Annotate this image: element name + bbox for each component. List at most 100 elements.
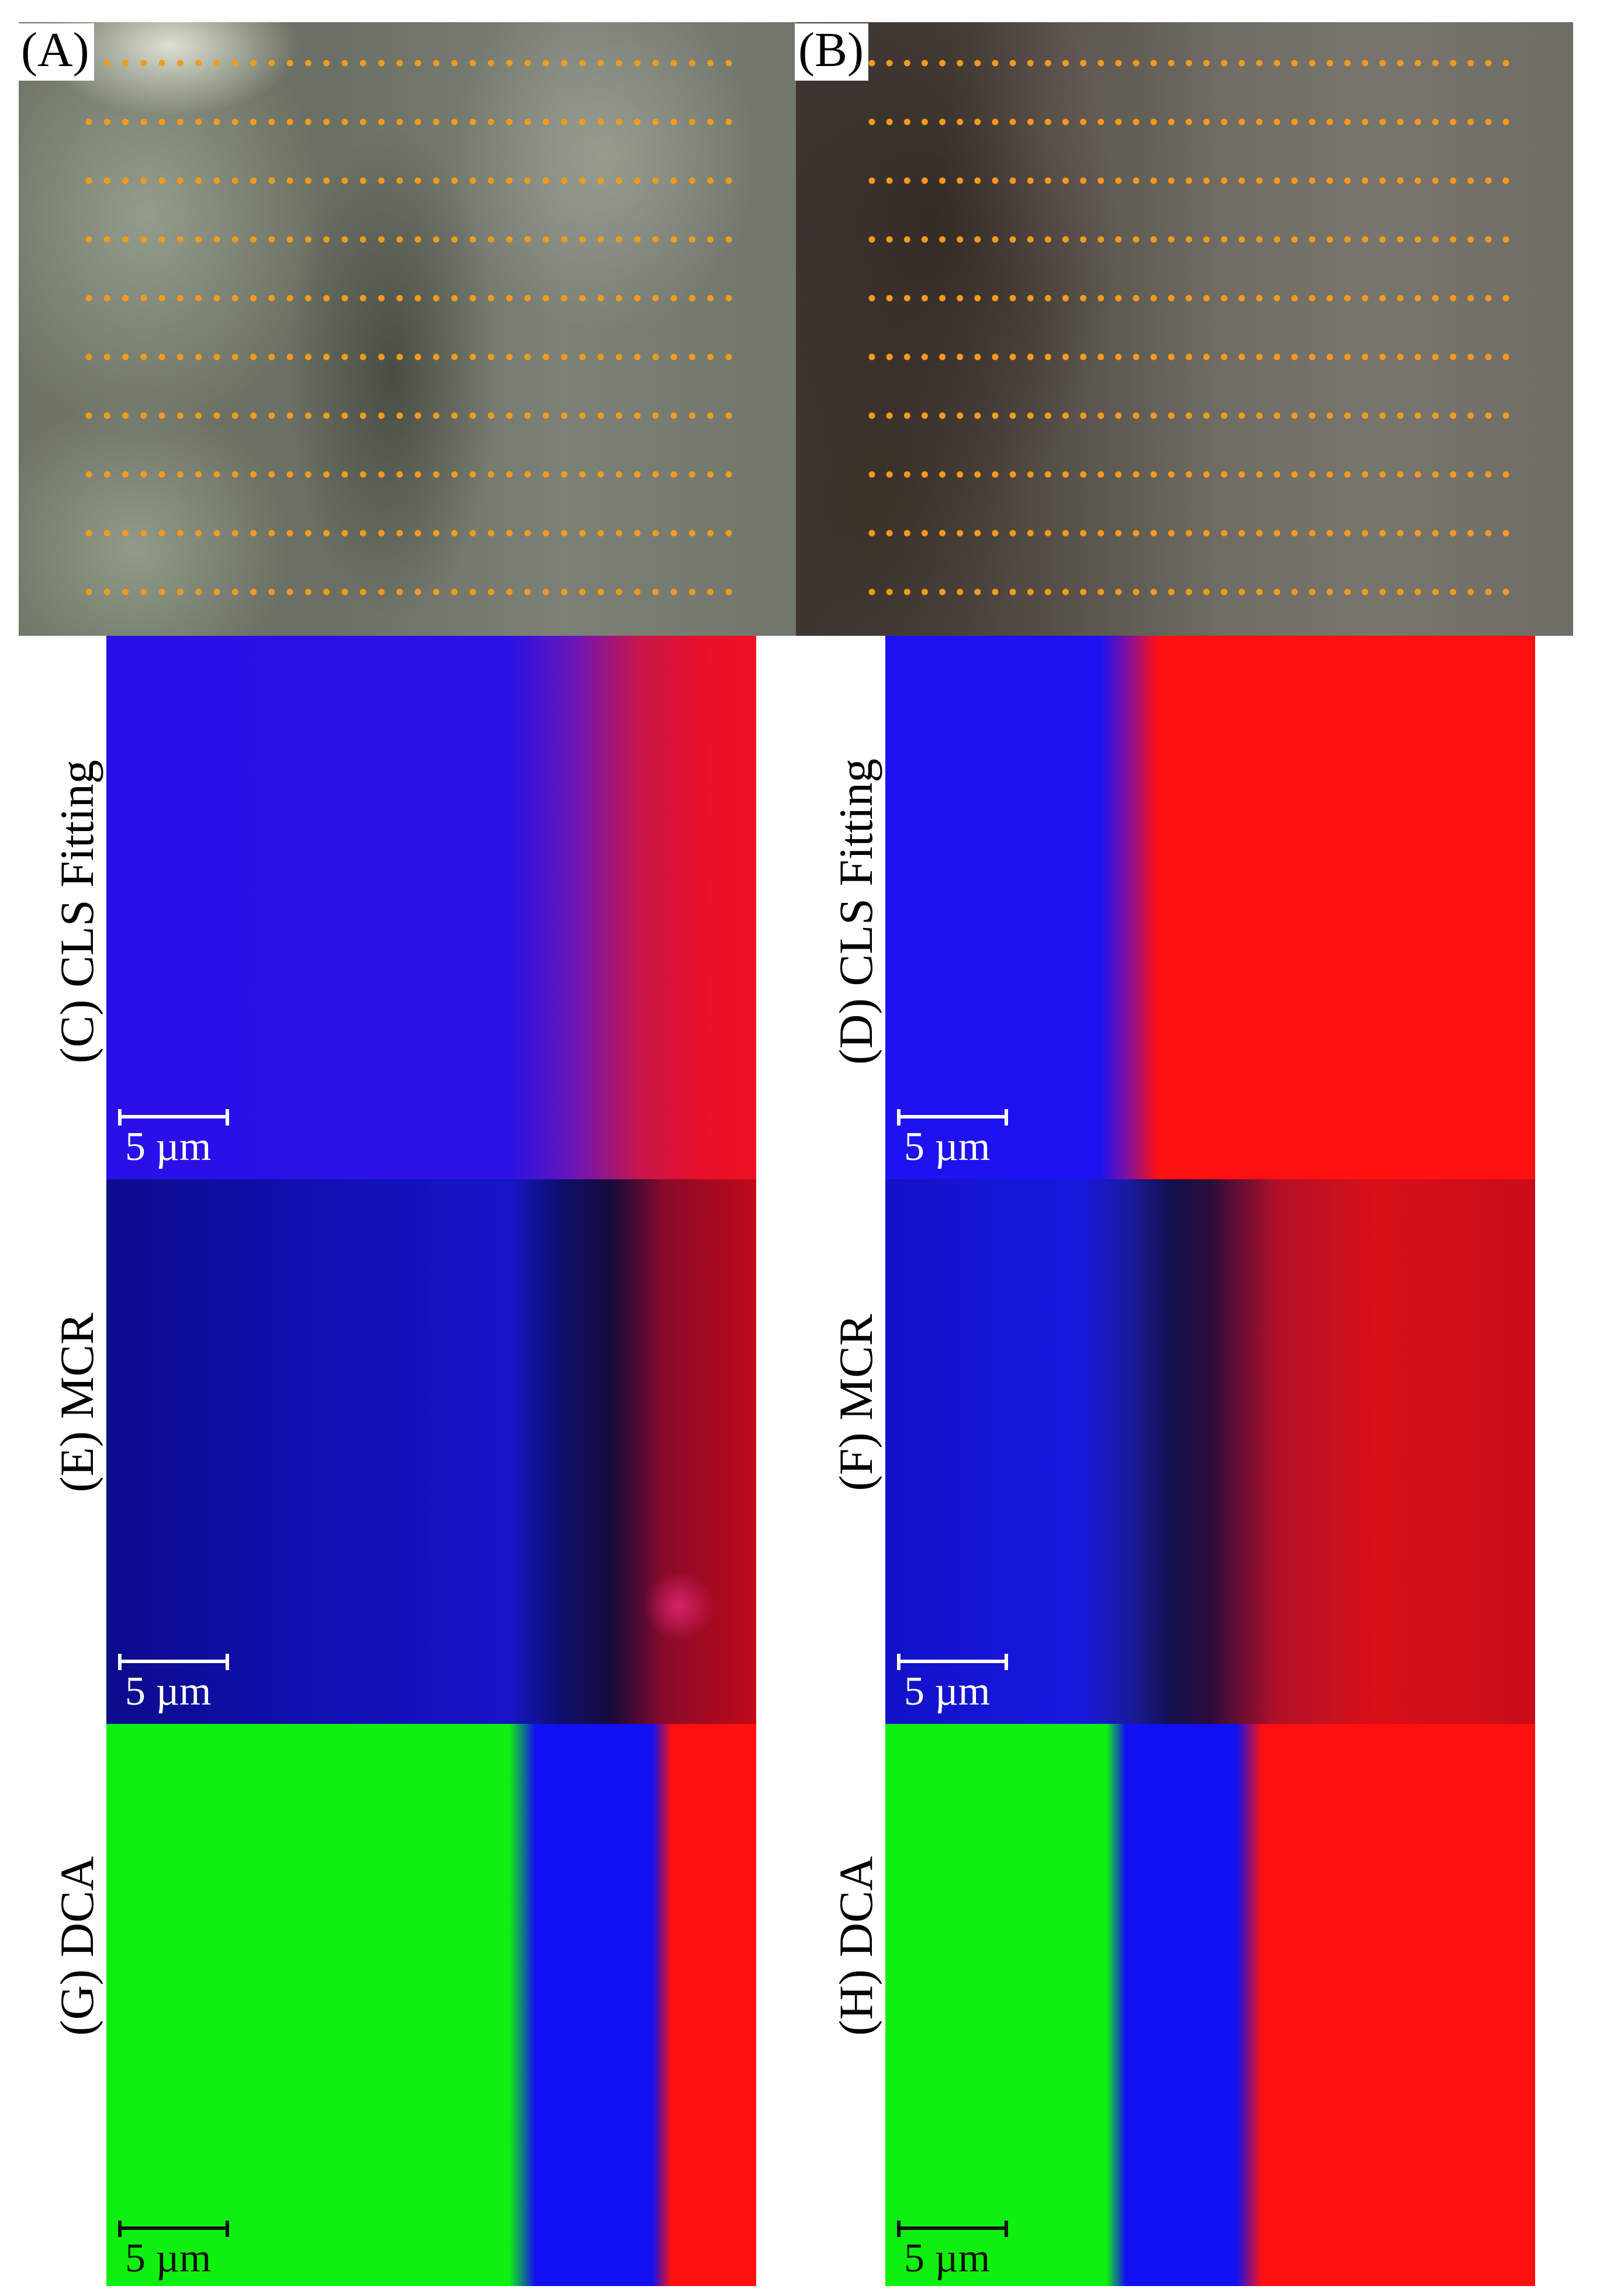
sampling-point — [579, 529, 586, 536]
sampling-point — [1221, 295, 1228, 302]
sampling-point — [1027, 529, 1034, 536]
sampling-point — [1502, 119, 1509, 126]
sampling-point — [1221, 119, 1228, 126]
sampling-point — [542, 471, 549, 478]
sampling-point — [1344, 412, 1351, 419]
sampling-point — [140, 529, 147, 536]
sampling-point — [1080, 529, 1087, 536]
sampling-point — [1327, 60, 1334, 67]
sampling-point — [1238, 588, 1245, 595]
sampling-point — [1150, 236, 1157, 243]
sampling-point — [1009, 295, 1016, 302]
sampling-point — [176, 236, 183, 243]
sampling-point — [903, 471, 910, 478]
sampling-point — [122, 119, 129, 126]
sampling-point — [542, 236, 549, 243]
sampling-point — [542, 412, 549, 419]
sampling-point — [1009, 119, 1016, 126]
sampling-point — [579, 236, 586, 243]
sampling-point — [597, 119, 604, 126]
sampling-point — [1027, 236, 1034, 243]
sampling-point — [1467, 354, 1474, 361]
sampling-point — [957, 354, 964, 361]
sampling-point — [1485, 354, 1492, 361]
sampling-point — [1168, 412, 1175, 419]
sampling-point — [579, 588, 586, 595]
sampling-point — [304, 295, 311, 302]
sampling-point — [1414, 60, 1421, 67]
sampling-point — [250, 412, 257, 419]
sampling-point — [992, 588, 999, 595]
sampling-point — [652, 588, 659, 595]
sampling-point — [158, 471, 165, 478]
sampling-point — [268, 588, 275, 595]
sampling-point — [1397, 119, 1404, 126]
sampling-point — [304, 354, 311, 361]
sampling-point — [1467, 60, 1474, 67]
sampling-point — [432, 588, 439, 595]
sampling-point — [1502, 60, 1509, 67]
sampling-point — [1203, 60, 1210, 67]
sampling-point — [1115, 60, 1122, 67]
sampling-point — [304, 412, 311, 419]
sampling-point — [992, 295, 999, 302]
sampling-point — [1186, 471, 1192, 478]
sampling-point — [195, 588, 202, 595]
sampling-point — [1133, 119, 1140, 126]
sampling-point — [688, 588, 695, 595]
sampling-point — [707, 295, 714, 302]
sampling-point — [1397, 529, 1404, 536]
sampling-point — [359, 177, 366, 184]
sampling-point — [341, 471, 348, 478]
sampling-point — [1379, 471, 1386, 478]
sampling-point — [1238, 412, 1245, 419]
sampling-point — [560, 295, 567, 302]
sampling-point — [122, 412, 129, 419]
sampling-point — [414, 119, 421, 126]
sampling-point — [1327, 588, 1334, 595]
sampling-point — [1150, 471, 1157, 478]
sampling-point — [378, 236, 385, 243]
sampling-point — [286, 236, 293, 243]
sampling-point — [1327, 177, 1334, 184]
sampling-point — [286, 412, 293, 419]
sampling-point — [1291, 119, 1298, 126]
sampling-point — [707, 471, 714, 478]
cls-map-c: 5 µm — [106, 636, 756, 1179]
sampling-point — [957, 412, 964, 419]
sampling-point — [921, 295, 928, 302]
sampling-point — [432, 60, 439, 67]
sampling-point — [122, 354, 129, 361]
sampling-point — [103, 177, 110, 184]
sampling-point — [921, 177, 928, 184]
sampling-point — [414, 412, 421, 419]
sampling-point — [1027, 354, 1034, 361]
sampling-point — [231, 177, 238, 184]
sampling-point — [1186, 412, 1192, 419]
sampling-point — [1009, 236, 1016, 243]
sampling-point — [1309, 588, 1315, 595]
sampling-point — [451, 529, 458, 536]
sampling-point — [341, 588, 348, 595]
mcr-map-e: 5 µm — [106, 1179, 756, 1724]
sampling-point — [1450, 119, 1457, 126]
sampling-point — [634, 60, 641, 67]
sampling-point — [396, 295, 403, 302]
sampling-point — [304, 529, 311, 536]
sampling-point — [1115, 412, 1122, 419]
sampling-point — [542, 588, 549, 595]
sampling-point — [957, 236, 964, 243]
sampling-point — [195, 354, 202, 361]
sampling-point — [487, 529, 494, 536]
sampling-point — [341, 177, 348, 184]
sampling-point — [1450, 60, 1457, 67]
sampling-point — [597, 177, 604, 184]
sampling-point — [615, 471, 622, 478]
sampling-point — [176, 471, 183, 478]
sampling-point — [1291, 60, 1298, 67]
sampling-point — [1186, 236, 1192, 243]
sampling-point — [560, 412, 567, 419]
sampling-point — [992, 119, 999, 126]
sampling-point — [957, 119, 964, 126]
sampling-point — [1344, 119, 1351, 126]
